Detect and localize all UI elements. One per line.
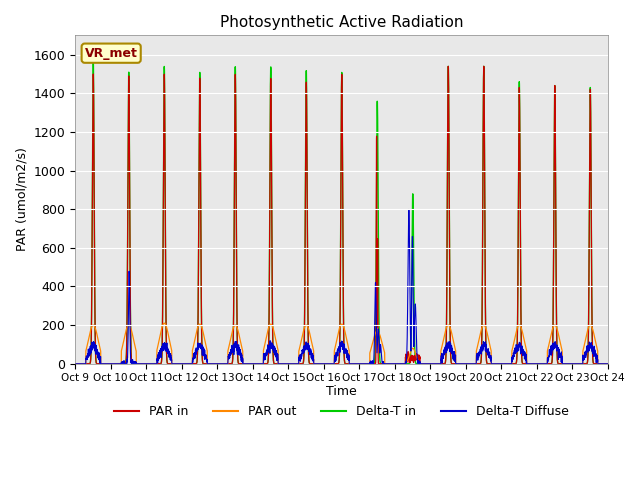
Text: VR_met: VR_met [84, 47, 138, 60]
X-axis label: Time: Time [326, 385, 356, 398]
Y-axis label: PAR (umol/m2/s): PAR (umol/m2/s) [15, 147, 28, 252]
Legend: PAR in, PAR out, Delta-T in, Delta-T Diffuse: PAR in, PAR out, Delta-T in, Delta-T Dif… [109, 400, 574, 423]
Title: Photosynthetic Active Radiation: Photosynthetic Active Radiation [220, 15, 463, 30]
